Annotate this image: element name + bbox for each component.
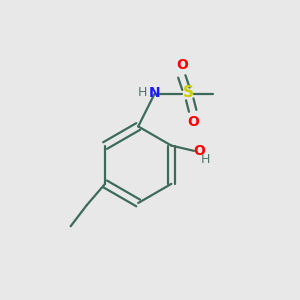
- Text: O: O: [187, 115, 199, 129]
- Text: H: H: [137, 86, 147, 99]
- Text: N: N: [148, 85, 160, 100]
- Text: H: H: [201, 153, 211, 166]
- Text: O: O: [176, 58, 188, 73]
- Text: S: S: [183, 85, 194, 100]
- Text: O: O: [194, 144, 205, 158]
